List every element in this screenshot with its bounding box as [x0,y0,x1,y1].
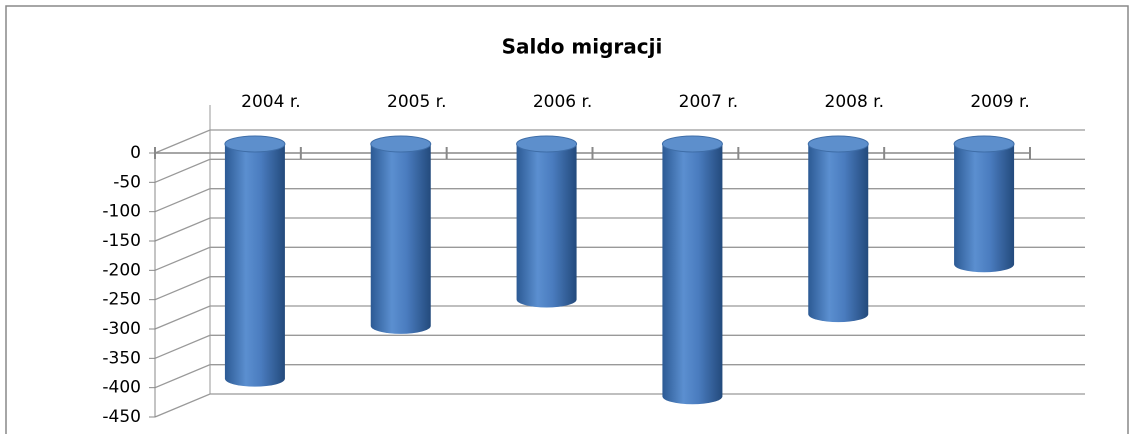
grid-line [154,217,1085,242]
grid-line [154,393,1085,418]
x-tick-label: 2006 r. [533,92,593,112]
y-tick-label: -50 [113,172,141,192]
bar-top [807,135,869,153]
x-tick-label: 2009 r. [970,92,1030,112]
chart-title: Saldo migracji [502,35,663,59]
grid-line [154,276,1085,301]
bar-top [370,135,432,153]
bar [662,144,723,405]
grid-line [154,129,1085,154]
y-tick-label: -150 [102,231,141,251]
bar [370,144,431,334]
x-tick-label: 2005 r. [387,92,447,112]
y-tick-label: -100 [102,202,141,222]
x-tick-label: 2007 r. [679,92,739,112]
bar [224,144,285,387]
grid-line [154,305,1085,330]
y-tick-label: -350 [102,348,141,368]
y-tick-label: -200 [102,260,141,280]
bar [516,144,577,308]
bar-top [516,135,578,153]
bar-top [224,135,286,153]
y-tick-label: -400 [102,378,141,398]
y-tick-label: -300 [102,319,141,339]
grid-line [154,246,1085,271]
grid-line [154,364,1085,389]
grid-line [154,334,1085,359]
bar-top [953,135,1015,153]
x-tick-label: 2008 r. [825,92,885,112]
bar-top [661,135,723,153]
grid-line [154,188,1085,213]
bar [954,144,1015,273]
y-tick-label: 0 [130,143,141,163]
bar [808,144,869,323]
y-tick-label: -250 [102,290,141,310]
grid-line [154,158,1085,183]
x-tick-label: 2004 r. [241,92,301,112]
y-tick-label: -450 [102,407,141,427]
